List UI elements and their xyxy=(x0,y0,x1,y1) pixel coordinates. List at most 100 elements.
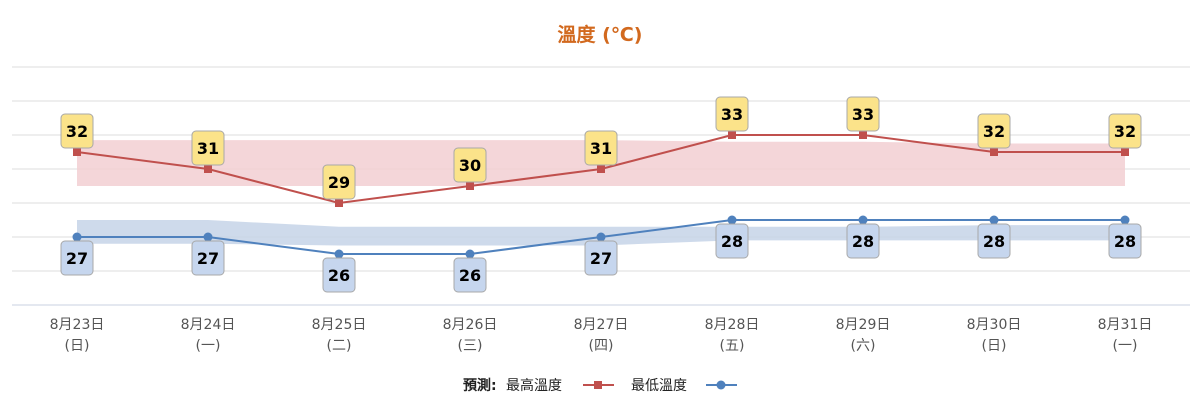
data-label-box xyxy=(453,147,487,183)
data-label-min: 27 xyxy=(191,240,225,276)
data-point-min[interactable] xyxy=(727,215,737,225)
data-label-text: 28 xyxy=(721,232,743,251)
data-point-max[interactable] xyxy=(859,131,867,139)
data-label-box xyxy=(453,257,487,293)
data-label-text: 28 xyxy=(983,232,1005,251)
data-point-min[interactable] xyxy=(858,215,868,225)
data-label-text: 26 xyxy=(328,266,350,285)
x-tick-label-date: 8月30日 xyxy=(967,317,1022,333)
x-tick-label-date: 8月28日 xyxy=(705,317,760,333)
data-label-text: 31 xyxy=(590,139,612,158)
data-label-min: 27 xyxy=(584,240,618,276)
legend[interactable]: 預測: 最高溫度 最低溫度 xyxy=(463,377,737,394)
x-tick-label-weekday: (一) xyxy=(1113,338,1138,354)
data-label-text: 26 xyxy=(459,266,481,285)
x-tick-label-weekday: (六) xyxy=(851,338,876,354)
data-label-min: 26 xyxy=(322,257,356,293)
data-labels: 32 31 29 30 31 33 33 32 32 27 27 26 26 27 28 28 28 28 xyxy=(60,96,1142,293)
data-label-text: 32 xyxy=(1114,122,1136,141)
data-label-max: 33 xyxy=(846,96,880,132)
data-label-box xyxy=(191,130,225,166)
data-point-min[interactable] xyxy=(1120,215,1130,225)
data-point-max[interactable] xyxy=(73,148,81,156)
data-label-text: 33 xyxy=(852,105,874,124)
data-label-max: 32 xyxy=(977,113,1011,149)
data-point-max[interactable] xyxy=(597,165,605,173)
data-label-box xyxy=(1108,113,1142,149)
x-tick-label-weekday: (日) xyxy=(982,338,1007,354)
data-point-max[interactable] xyxy=(335,199,343,207)
data-label-text: 31 xyxy=(197,139,219,158)
data-label-max: 32 xyxy=(60,113,94,149)
data-label-text: 33 xyxy=(721,105,743,124)
data-label-box xyxy=(846,96,880,132)
data-label-box xyxy=(1108,223,1142,259)
data-label-min: 28 xyxy=(1108,223,1142,259)
x-tick-label-weekday: (三) xyxy=(458,338,483,354)
x-tick-label-date: 8月24日 xyxy=(181,317,236,333)
data-label-box xyxy=(60,240,94,276)
data-label-max: 30 xyxy=(453,147,487,183)
data-label-box xyxy=(322,257,356,293)
data-label-box xyxy=(584,240,618,276)
data-label-min: 26 xyxy=(453,257,487,293)
x-tick-label-date: 8月23日 xyxy=(50,317,105,333)
data-label-text: 27 xyxy=(66,249,88,268)
data-point-min[interactable] xyxy=(203,232,213,242)
x-tick-label-date: 8月27日 xyxy=(574,317,629,333)
data-label-min: 28 xyxy=(715,223,749,259)
data-point-max[interactable] xyxy=(1121,148,1129,156)
legend-symbol-square xyxy=(594,381,602,389)
data-label-min: 28 xyxy=(977,223,1011,259)
data-label-min: 28 xyxy=(846,223,880,259)
x-tick-label-date: 8月25日 xyxy=(312,317,367,333)
data-label-text: 32 xyxy=(66,122,88,141)
legend-symbol-circle xyxy=(716,380,726,390)
x-tick-label-weekday: (五) xyxy=(720,338,745,354)
x-tick-label-date: 8月29日 xyxy=(836,317,891,333)
legend-label-max: 最高溫度 xyxy=(506,377,562,394)
legend-item-min[interactable]: 最低溫度 xyxy=(631,378,737,394)
data-label-box xyxy=(60,113,94,149)
data-point-max[interactable] xyxy=(466,182,474,190)
x-tick-label-weekday: (二) xyxy=(327,338,352,354)
data-label-text: 27 xyxy=(590,249,612,268)
data-point-min[interactable] xyxy=(465,249,475,259)
x-tick-label-weekday: (一) xyxy=(196,338,221,354)
x-axis: 8月23日 (日) 8月24日 (一) 8月25日 (二) 8月26日 (三) 8月27日 (四)… xyxy=(50,317,1153,354)
x-tick-label-weekday: (四) xyxy=(589,338,614,354)
data-label-box xyxy=(977,223,1011,259)
data-label-text: 27 xyxy=(197,249,219,268)
data-label-max: 32 xyxy=(1108,113,1142,149)
series-markers xyxy=(72,131,1130,259)
data-point-min[interactable] xyxy=(72,232,82,242)
data-label-max: 33 xyxy=(715,96,749,132)
data-point-max[interactable] xyxy=(728,131,736,139)
data-label-box xyxy=(715,96,749,132)
data-label-text: 32 xyxy=(983,122,1005,141)
legend-prefix: 預測: xyxy=(463,377,497,394)
data-label-box xyxy=(715,223,749,259)
data-point-min[interactable] xyxy=(334,249,344,259)
data-label-max: 31 xyxy=(584,130,618,166)
data-label-box xyxy=(977,113,1011,149)
data-point-min[interactable] xyxy=(989,215,999,225)
data-point-max[interactable] xyxy=(990,148,998,156)
data-point-max[interactable] xyxy=(204,165,212,173)
data-label-max: 29 xyxy=(322,164,356,200)
data-label-min: 27 xyxy=(60,240,94,276)
x-tick-label-weekday: (日) xyxy=(65,338,90,354)
data-label-max: 31 xyxy=(191,130,225,166)
legend-item-max[interactable]: 最高溫度 xyxy=(506,377,614,394)
x-tick-label-date: 8月26日 xyxy=(443,317,498,333)
chart-title: 溫度 (℃) xyxy=(558,23,643,46)
legend-label-min: 最低溫度 xyxy=(631,378,687,394)
data-label-text: 28 xyxy=(852,232,874,251)
data-point-min[interactable] xyxy=(596,232,606,242)
data-label-text: 28 xyxy=(1114,232,1136,251)
data-label-box xyxy=(584,130,618,166)
data-label-text: 30 xyxy=(459,156,481,175)
data-label-box xyxy=(846,223,880,259)
data-label-box xyxy=(191,240,225,276)
